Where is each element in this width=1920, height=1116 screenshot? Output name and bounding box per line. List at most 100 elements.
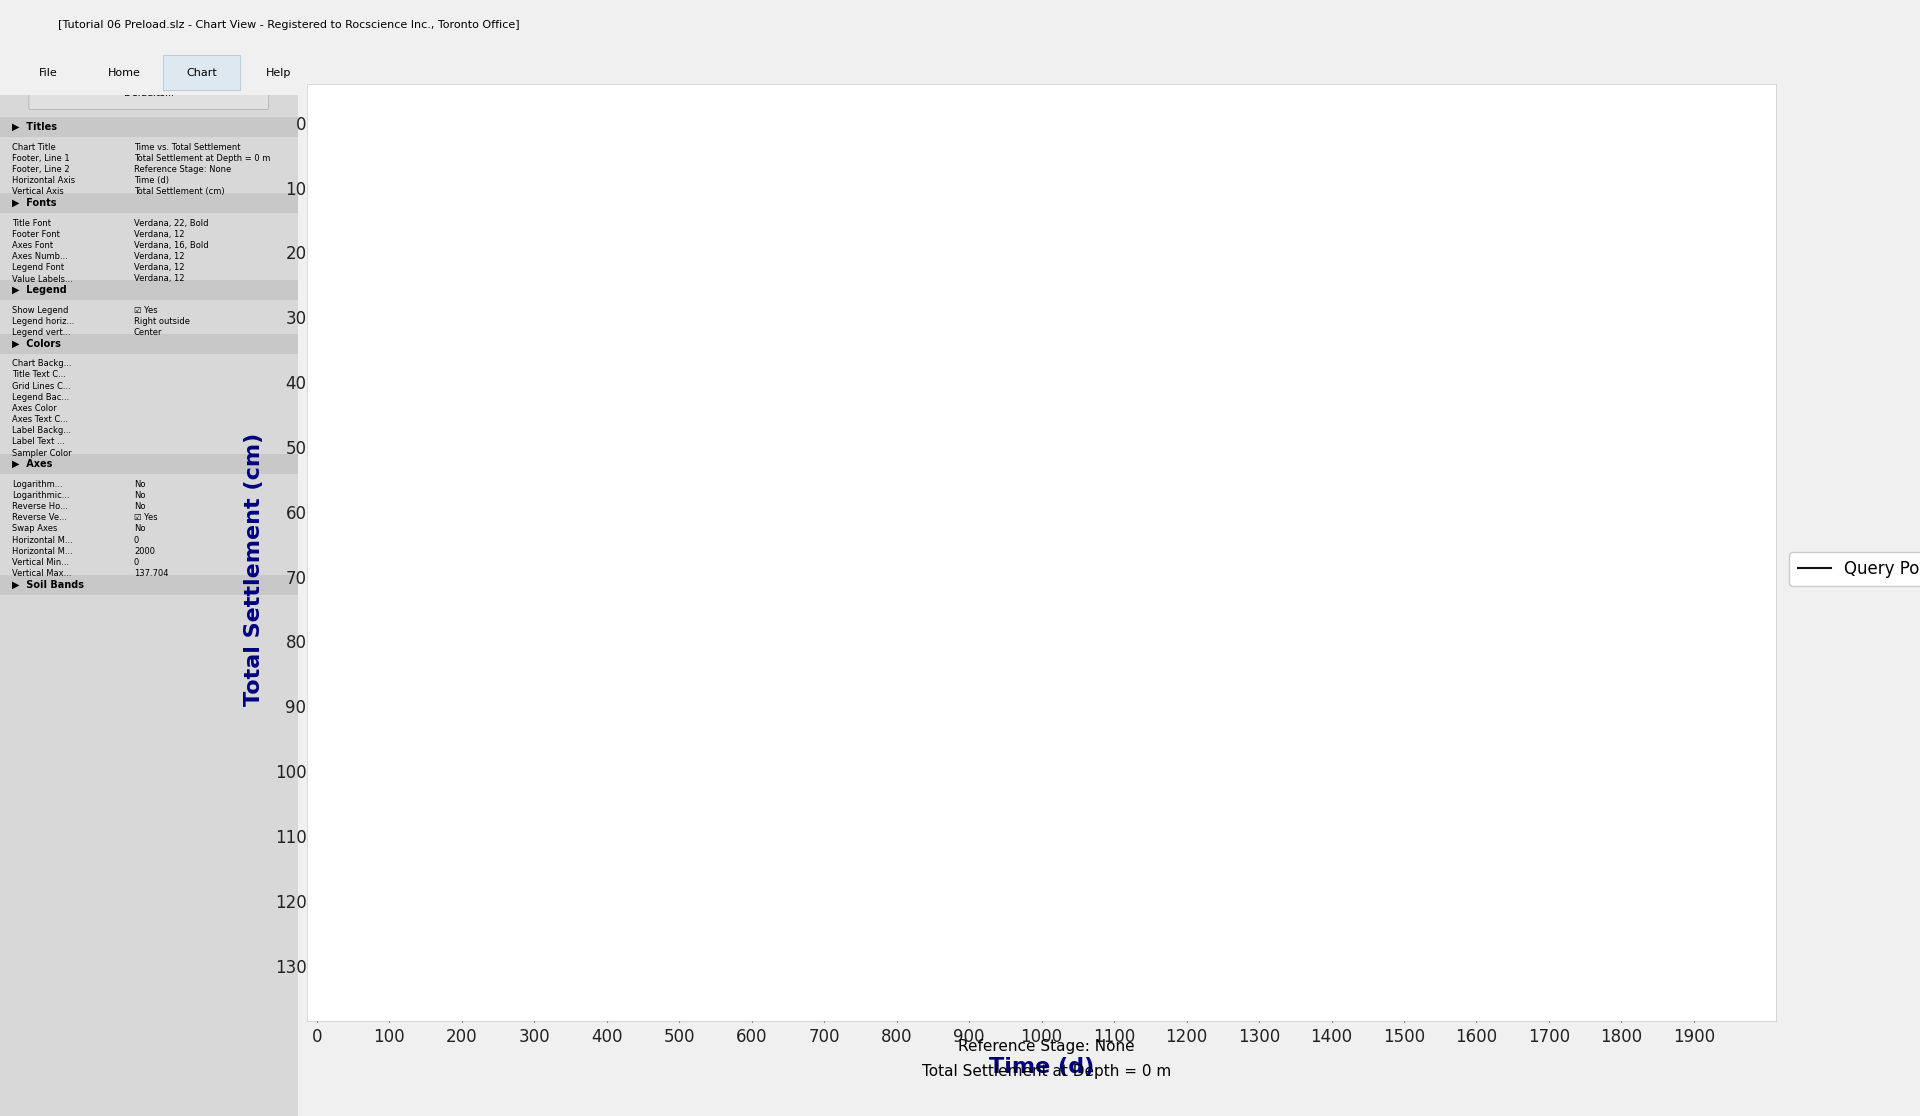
Text: Verdana, 12: Verdana, 12	[134, 230, 184, 239]
Text: Legend vert...: Legend vert...	[12, 328, 71, 337]
Text: Axes Numb...: Axes Numb...	[12, 252, 67, 261]
Text: ▶  Axes: ▶ Axes	[12, 460, 52, 469]
Text: Total Settlement at Depth = 0 m: Total Settlement at Depth = 0 m	[134, 154, 271, 163]
Bar	[0, 454, 298, 474]
Bar	[1187, 123, 1260, 1016]
Text: Data Type: Data Type	[330, 27, 378, 36]
Text: Total Settlement at Depth = 0 m: Total Settlement at Depth = 0 m	[922, 1064, 1171, 1079]
Text: Home: Home	[108, 68, 142, 77]
Bar	[970, 123, 1043, 1016]
Text: Reverse Ho...: Reverse Ho...	[12, 502, 67, 511]
Text: No: No	[134, 480, 146, 489]
Text: Right outside: Right outside	[134, 317, 190, 326]
Bar	[0, 280, 298, 300]
Text: Logarithm...: Logarithm...	[12, 480, 63, 489]
Point	[1171, 973, 1202, 991]
Text: Vertical Min...: Vertical Min...	[12, 558, 69, 567]
Bar	[390, 123, 463, 1016]
Bar	[0, 117, 298, 137]
Text: Verdana, 22, Bold: Verdana, 22, Bold	[134, 219, 209, 228]
Text: ▶  Legend: ▶ Legend	[12, 286, 67, 295]
Bar	[0, 334, 298, 354]
Text: ▶  Titles: ▶ Titles	[12, 123, 58, 132]
Text: Logarithmic...: Logarithmic...	[12, 491, 69, 500]
Text: Time vs. Total Settlement: Time vs. Total Settlement	[134, 143, 240, 152]
Bar	[534, 123, 607, 1016]
Text: No: No	[134, 525, 146, 533]
Text: [Tutorial 06 Preload.slz - Chart View - Registered to Rocscience Inc., Toronto O: [Tutorial 06 Preload.slz - Chart View - …	[58, 20, 518, 30]
Text: Verdana, 12: Verdana, 12	[134, 263, 184, 272]
Bar	[607, 123, 680, 1016]
Text: Total Settlement (cm): Total Settlement (cm)	[134, 187, 225, 196]
Text: Title Text C...: Title Text C...	[12, 371, 65, 379]
Point	[374, 587, 405, 605]
Text: Time vs. Total Settlement: Time vs. Total Settlement	[822, 95, 1261, 123]
Text: Center: Center	[134, 328, 163, 337]
Text: Verdana, 12: Verdana, 12	[134, 275, 184, 283]
Legend: Query Point 2: Query Point 2	[1789, 551, 1920, 587]
Text: ☑ Yes: ☑ Yes	[134, 306, 157, 315]
Text: Reference Stage: None: Reference Stage: None	[958, 1039, 1135, 1055]
Bar	[1404, 123, 1476, 1016]
Text: 2000: 2000	[134, 547, 156, 556]
Text: Chart: Chart	[186, 68, 217, 77]
Text: $: Total Settlement: $: Total Settlement	[338, 56, 424, 65]
Bar	[1549, 123, 1620, 1016]
Bar	[897, 123, 970, 1016]
Text: ▶  Colors: ▶ Colors	[12, 339, 61, 348]
Text: 0: 0	[134, 558, 138, 567]
Text: 0: 0	[134, 536, 138, 545]
Text: Chart Backg...: Chart Backg...	[12, 359, 71, 368]
Text: 137.704: 137.704	[134, 569, 169, 578]
Bar	[0, 575, 298, 595]
Text: Legend Font: Legend Font	[12, 263, 63, 272]
Text: Footer, Line 1: Footer, Line 1	[12, 154, 69, 163]
Bar	[463, 123, 534, 1016]
Text: ▶  Fonts: ▶ Fonts	[12, 199, 56, 208]
Bar	[1620, 123, 1693, 1016]
Bar	[1476, 123, 1549, 1016]
Text: Horizontal M...: Horizontal M...	[12, 536, 73, 545]
Text: Grid Lines C...: Grid Lines C...	[12, 382, 71, 391]
Bar	[163, 55, 240, 90]
Bar	[1114, 123, 1187, 1016]
Text: Reverse Ve...: Reverse Ve...	[12, 513, 67, 522]
Point	[1027, 980, 1058, 998]
Text: Time (d): Time (d)	[134, 176, 169, 185]
Bar	[1693, 123, 1766, 1016]
Bar	[1260, 123, 1332, 1016]
Text: Axes Text C...: Axes Text C...	[12, 415, 67, 424]
Text: Show Legend: Show Legend	[12, 306, 69, 315]
Text: Legend horiz...: Legend horiz...	[12, 317, 75, 326]
FancyBboxPatch shape	[4, 11, 294, 78]
FancyBboxPatch shape	[29, 75, 269, 109]
X-axis label: Time (d): Time (d)	[989, 1057, 1094, 1077]
Text: Title Font: Title Font	[12, 219, 52, 228]
Text: Footer Font: Footer Font	[12, 230, 60, 239]
Point	[309, 315, 340, 333]
Text: Reference Stage: None: Reference Stage: None	[134, 165, 230, 174]
Text: Horizontal Axis: Horizontal Axis	[12, 176, 75, 185]
Text: File: File	[38, 68, 58, 77]
Text: Help: Help	[265, 68, 292, 77]
Text: Label Text ...: Label Text ...	[12, 437, 65, 446]
FancyBboxPatch shape	[298, 44, 524, 77]
Bar	[753, 123, 824, 1016]
Text: Sampler Color: Sampler Color	[12, 449, 71, 458]
Text: No: No	[134, 491, 146, 500]
Bar	[0, 193, 298, 213]
Text: Footer, Line 2: Footer, Line 2	[12, 165, 69, 174]
Text: ◀  Chart Controls: ◀ Chart Controls	[23, 38, 119, 47]
Text: Defaults...: Defaults...	[123, 88, 175, 97]
Text: Vertical Max...: Vertical Max...	[12, 569, 71, 578]
Text: Legend Bac...: Legend Bac...	[12, 393, 69, 402]
Bar	[824, 123, 897, 1016]
Text: Vertical Axis: Vertical Axis	[12, 187, 63, 196]
Text: Axes Color: Axes Color	[12, 404, 58, 413]
Text: Axes Font: Axes Font	[12, 241, 54, 250]
Text: Label Backg...: Label Backg...	[12, 426, 71, 435]
Bar	[317, 123, 390, 1016]
Text: Swap Axes: Swap Axes	[12, 525, 58, 533]
Text: ☑ Yes: ☑ Yes	[134, 513, 157, 522]
Bar	[680, 123, 753, 1016]
